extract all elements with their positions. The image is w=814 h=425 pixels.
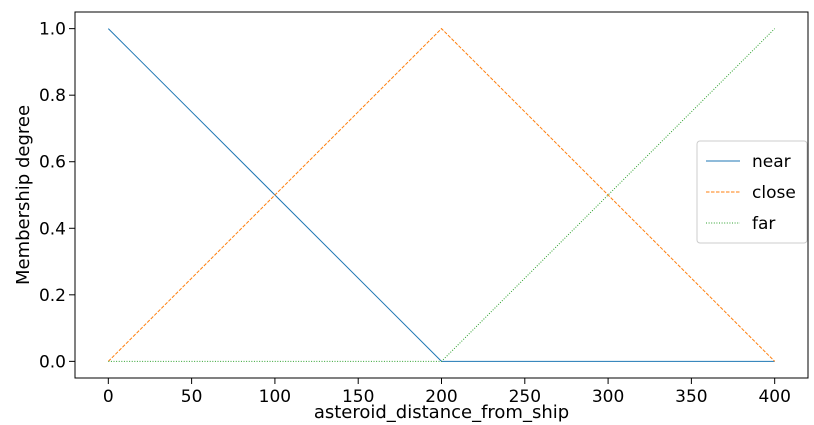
legend-entries: near close far — [706, 152, 796, 234]
y-tick-label: 0.0 — [39, 352, 66, 372]
x-axis: 0 50 100 150 200 250 300 350 400 — [103, 378, 791, 407]
x-tick-label: 200 — [425, 387, 457, 407]
y-tick-label: 0.8 — [39, 86, 66, 106]
y-axis: 0.0 0.2 0.4 0.6 0.8 1.0 — [39, 20, 75, 372]
legend-label-near: near — [752, 152, 791, 172]
x-tick-label: 300 — [592, 387, 624, 407]
x-tick-label: 350 — [675, 387, 707, 407]
series-line-near — [107, 28, 775, 362]
y-axis-label: Membership degree — [13, 105, 34, 285]
legend-item-close: close — [706, 183, 796, 203]
x-tick-label: 0 — [103, 387, 114, 407]
legend-item-far: far — [706, 214, 775, 234]
x-tick-label: 400 — [758, 387, 790, 407]
y-tick-label: 1.0 — [39, 20, 66, 40]
x-axis-label: asteroid_distance_from_ship — [314, 402, 569, 423]
x-tick-label: 250 — [509, 387, 541, 407]
legend: near close far — [696, 140, 808, 244]
legend-label-far: far — [752, 214, 775, 234]
y-tick-label: 0.2 — [39, 286, 66, 306]
series-line-close — [107, 27, 776, 362]
legend-box — [696, 140, 808, 244]
legend-item-near: near — [706, 152, 791, 172]
y-tick-label: 0.4 — [39, 219, 66, 239]
x-tick-label: 150 — [342, 387, 374, 407]
series-layer — [107, 27, 776, 362]
x-tick-label: 100 — [259, 387, 291, 407]
legend-label-close: close — [752, 183, 796, 203]
series-line-far — [108, 28, 776, 362]
y-tick-label: 0.6 — [39, 153, 66, 173]
x-tick-label: 50 — [181, 387, 203, 407]
